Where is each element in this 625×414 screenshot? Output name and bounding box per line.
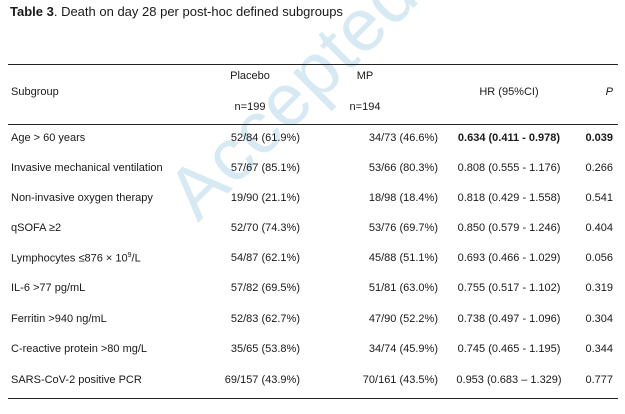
hr-cell: 0.745 (0.465 - 1.195) (457, 343, 561, 355)
placebo-cell: 52/70 (74.3%) (230, 222, 300, 234)
hr-cell: 0.850 (0.579 - 1.246) (457, 222, 561, 234)
header-p: P (605, 86, 613, 98)
bottom-rule (8, 398, 618, 399)
subgroup-cell: SARS-CoV-2 positive PCR (11, 374, 142, 386)
subgroup-text: Lymphocytes ≤876 × 10 (11, 252, 128, 265)
hr-cell: 0.634 (0.411 - 0.978) (457, 132, 561, 144)
subgroup-cell: Invasive mechanical ventilation (11, 162, 163, 174)
header-placebo: Placebo (230, 70, 270, 82)
placebo-cell: 54/87 (62.1%) (230, 252, 300, 264)
p-cell: 0.541 (585, 192, 613, 204)
p-cell: 0.039 (585, 132, 613, 144)
header-mp-n: n=194 (349, 101, 381, 113)
subgroup-cell: Non-invasive oxygen therapy (11, 192, 153, 204)
mp-cell: 34/74 (45.9%) (368, 343, 438, 355)
mp-cell: 53/66 (80.3%) (368, 162, 438, 174)
table-label: Table 3 (10, 4, 54, 19)
p-cell: 0.404 (585, 222, 613, 234)
subgroup-cell: C-reactive protein >80 mg/L (11, 343, 148, 355)
hr-cell: 0.808 (0.555 - 1.176) (457, 162, 561, 174)
hr-cell: 0.755 (0.517 - 1.102) (457, 282, 561, 294)
hr-cell: 0.693 (0.466 - 1.029) (457, 252, 561, 264)
subgroup-cell: qSOFA ≥2 (11, 222, 62, 234)
header-hr: HR (95%CI) (479, 86, 539, 98)
mp-cell: 47/90 (52.2%) (368, 313, 438, 325)
header-subgroup: Subgroup (11, 86, 59, 98)
p-cell: 0.777 (585, 374, 613, 386)
mp-cell: 34/73 (46.6%) (368, 132, 438, 144)
placebo-cell: 52/83 (62.7%) (230, 313, 300, 325)
placebo-cell: 35/65 (53.8%) (230, 343, 300, 355)
table-title: . Death on day 28 per post-hoc defined s… (53, 4, 343, 19)
mp-cell: 70/161 (43.5%) (362, 374, 438, 386)
placebo-cell: 19/90 (21.1%) (230, 192, 300, 204)
p-cell: 0.304 (585, 313, 613, 325)
table-caption: Table 3. Death on day 28 per post-hoc de… (10, 4, 343, 19)
subgroup-cell: IL-6 >77 pg/mL (11, 282, 86, 294)
placebo-cell: 52/84 (61.9%) (230, 132, 300, 144)
hr-cell: 0.818 (0.429 - 1.558) (457, 192, 561, 204)
subgroup-cell: Age > 60 years (11, 132, 86, 144)
hr-cell: 0.953 (0.683 – 1.329) (456, 374, 562, 386)
hr-cell: 0.738 (0.497 - 1.096) (457, 313, 561, 325)
placebo-cell: 57/82 (69.5%) (230, 282, 300, 294)
placebo-cell: 57/67 (85.1%) (230, 162, 300, 174)
subgroup-unit: /L (131, 252, 141, 265)
p-cell: 0.344 (585, 343, 613, 355)
p-cell: 0.266 (585, 162, 613, 174)
p-cell: 0.319 (585, 282, 613, 294)
exponent: 9 (127, 252, 132, 259)
header-rule (8, 124, 618, 125)
mp-cell: 51/81 (63.0%) (368, 282, 438, 294)
subgroup-cell: Lymphocytes ≤876 × 109/L (11, 252, 141, 265)
header-mp: MP (356, 70, 374, 82)
p-cell: 0.056 (585, 252, 613, 264)
mp-cell: 18/98 (18.4%) (368, 192, 438, 204)
header-placebo-n: n=199 (234, 101, 266, 113)
mp-cell: 45/88 (51.1%) (368, 252, 438, 264)
subgroup-cell: Ferritin >940 ng/mL (11, 313, 107, 325)
mp-cell: 53/76 (69.7%) (368, 222, 438, 234)
top-rule (8, 64, 618, 65)
placebo-cell: 69/157 (43.9%) (224, 374, 300, 386)
